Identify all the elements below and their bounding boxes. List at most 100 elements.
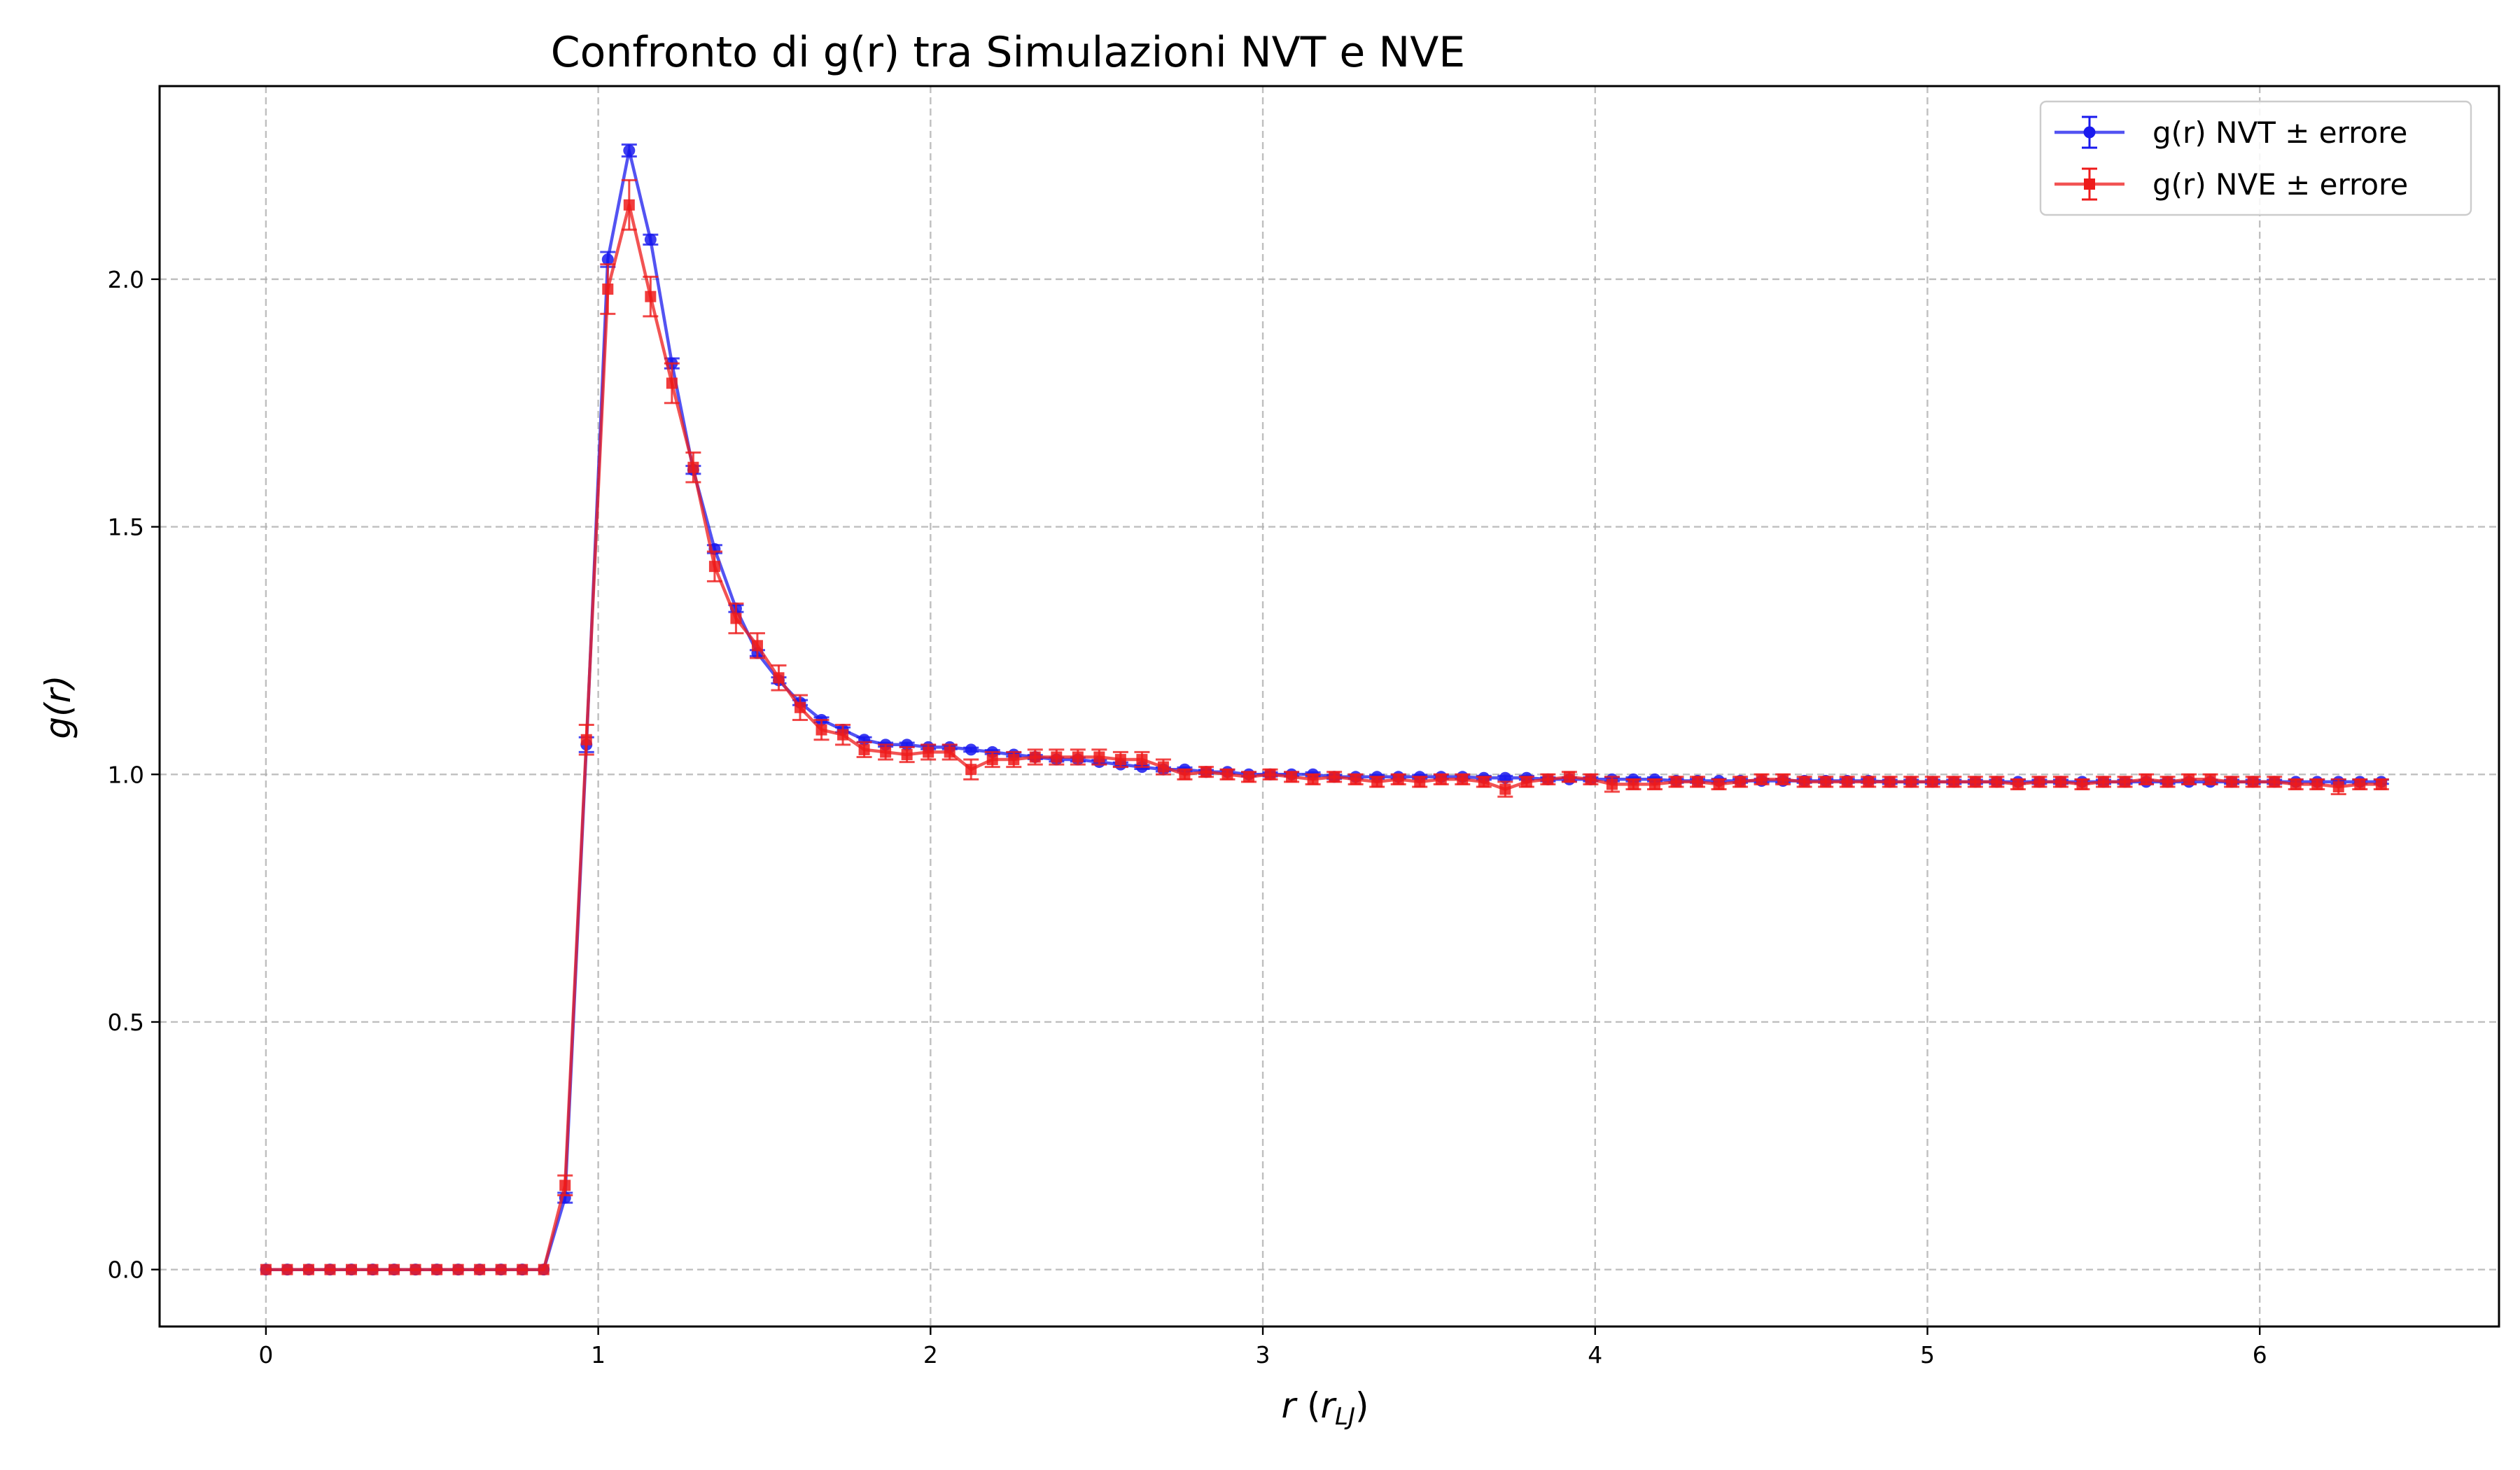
series-nve xyxy=(260,178,2389,1275)
x-tick-label: 6 xyxy=(2253,1341,2267,1368)
data-point xyxy=(730,612,742,624)
data-point xyxy=(1948,776,1960,788)
data-point xyxy=(623,144,636,157)
data-point xyxy=(1499,783,1511,795)
data-point xyxy=(2033,776,2045,788)
data-point xyxy=(794,701,806,713)
data-point xyxy=(2162,776,2174,788)
legend-label: g(r) NVE ± errore xyxy=(2152,167,2408,202)
plot-frame xyxy=(158,85,2500,1328)
data-point xyxy=(1222,769,1233,780)
data-point xyxy=(367,1264,379,1275)
data-point xyxy=(1264,769,1276,780)
x-axis-title-var: r xyxy=(1281,1385,1298,1426)
x-axis-title-paren-open: ( xyxy=(1296,1385,1320,1426)
data-point xyxy=(1648,778,1660,790)
data-point xyxy=(1628,778,1639,790)
y-axis-title: g(r) xyxy=(38,675,78,738)
data-point xyxy=(1157,761,1169,773)
data-point xyxy=(2269,776,2281,788)
data-point xyxy=(302,1264,314,1275)
data-point xyxy=(687,461,699,473)
legend-marker xyxy=(2083,126,2096,139)
data-point xyxy=(644,233,657,246)
data-point xyxy=(1563,771,1575,783)
data-point xyxy=(1777,774,1789,785)
data-point xyxy=(1329,771,1340,783)
x-tick-label: 5 xyxy=(1920,1341,1935,1368)
data-point xyxy=(2226,776,2238,788)
data-point xyxy=(1286,771,1298,783)
x-tick-label: 2 xyxy=(923,1341,938,1368)
legend-entry: g(r) NVT ± errore xyxy=(2054,115,2407,150)
data-point xyxy=(880,746,892,758)
data-point xyxy=(1051,751,1063,763)
data-point xyxy=(1606,778,1618,790)
x-axis-title-paren-close: ) xyxy=(1355,1385,1369,1426)
data-point xyxy=(1520,776,1532,788)
data-point xyxy=(1414,776,1426,788)
legend-label: g(r) NVT ± errore xyxy=(2152,115,2407,150)
data-point xyxy=(645,290,657,302)
data-point xyxy=(816,724,827,736)
data-point xyxy=(1029,751,1041,763)
x-tick-label: 1 xyxy=(591,1341,606,1368)
data-point xyxy=(260,1264,272,1275)
x-axis-title-unit-sub: LJ xyxy=(1335,1403,1355,1431)
data-point xyxy=(858,743,870,755)
data-point xyxy=(1692,776,1704,788)
y-tick-label: 0.0 xyxy=(108,1256,144,1284)
data-point xyxy=(2012,778,2024,790)
data-point xyxy=(1371,776,1383,788)
data-point xyxy=(666,377,678,389)
data-point xyxy=(1392,774,1404,785)
x-tick-label: 3 xyxy=(1256,1341,1270,1368)
data-point xyxy=(1008,754,1020,766)
data-point xyxy=(1093,751,1105,763)
data-point xyxy=(944,746,955,758)
data-point xyxy=(452,1264,464,1275)
data-point xyxy=(837,729,849,741)
data-point xyxy=(1114,754,1126,766)
data-point xyxy=(1307,774,1319,785)
data-point xyxy=(923,746,934,758)
chart-title: Confronto di g(r) tra Simulazioni NVT e … xyxy=(551,28,1465,77)
x-axis: 0 1 2 3 4 5 6 xyxy=(258,1326,2267,1368)
data-point xyxy=(1863,776,1875,788)
data-point xyxy=(773,672,785,684)
data-point xyxy=(751,640,763,652)
data-point xyxy=(324,1264,336,1275)
data-point xyxy=(346,1264,358,1275)
data-point xyxy=(2097,776,2109,788)
data-point xyxy=(1136,754,1148,766)
x-tick-label: 4 xyxy=(1588,1341,1602,1368)
y-tick-label: 0.5 xyxy=(108,1009,144,1036)
data-point xyxy=(2183,774,2195,785)
data-point xyxy=(2204,774,2216,785)
data-point xyxy=(1905,776,1917,788)
data-point xyxy=(1435,774,1447,785)
legend-box xyxy=(2039,100,2472,216)
data-point xyxy=(1200,766,1212,778)
series-layer xyxy=(260,143,2389,1276)
data-point xyxy=(1243,771,1255,783)
data-point xyxy=(1991,776,2003,788)
data-point xyxy=(1542,774,1554,785)
data-point xyxy=(580,734,592,746)
data-point xyxy=(538,1264,550,1275)
data-point xyxy=(2076,778,2088,790)
data-point xyxy=(517,1264,528,1275)
data-point xyxy=(901,748,913,760)
data-point xyxy=(2375,778,2387,790)
data-point xyxy=(410,1264,421,1275)
data-point xyxy=(708,561,720,573)
data-point xyxy=(602,284,614,295)
data-point xyxy=(1798,776,1810,788)
data-point xyxy=(965,764,977,776)
data-point xyxy=(388,1264,400,1275)
data-point xyxy=(2247,776,2259,788)
data-point xyxy=(1756,774,1768,785)
data-point xyxy=(1179,769,1191,780)
